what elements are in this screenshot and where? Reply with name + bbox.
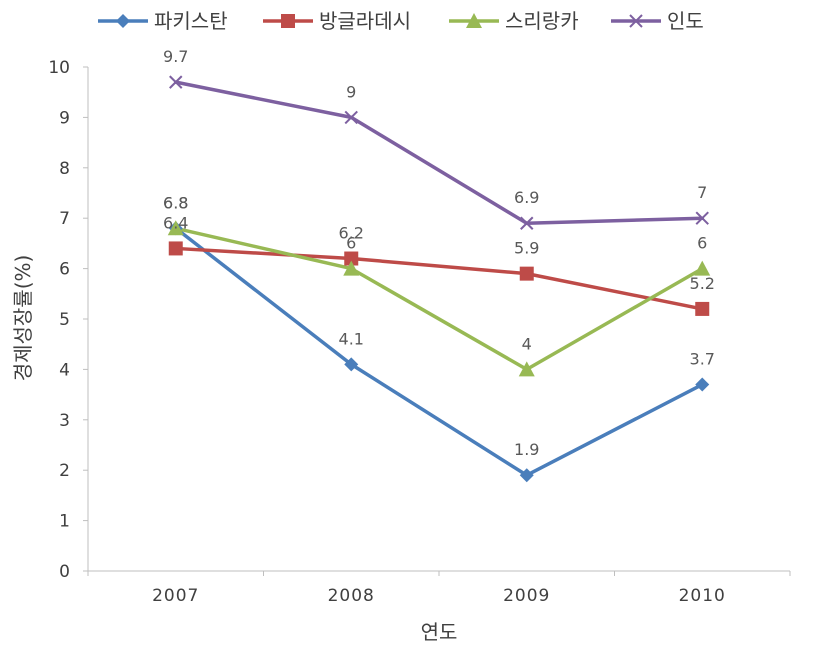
square-marker	[281, 14, 295, 28]
triangle-marker	[343, 260, 360, 276]
legend-item: 인도	[611, 9, 704, 33]
triangle-marker	[518, 361, 535, 377]
x-marker	[695, 211, 709, 225]
data-label: 5.9	[514, 239, 539, 258]
series-line	[174, 246, 704, 311]
x-marker-stroke	[629, 14, 643, 28]
square-marker	[519, 266, 534, 281]
x-axis-title: 연도	[421, 620, 458, 644]
triangle-marker	[167, 220, 184, 236]
y-tick-label: 5	[59, 310, 70, 330]
y-tick-label: 2	[59, 461, 70, 481]
y-tick-label: 8	[59, 159, 70, 179]
y-tick-label: 0	[59, 562, 70, 582]
diamond-marker	[695, 377, 710, 392]
y-tick-label: 4	[59, 360, 70, 380]
x-tick-label: 2008	[328, 586, 375, 606]
legend-label: 파키스탄	[154, 9, 228, 33]
data-label: 4.1	[339, 329, 364, 348]
data-label: 5.2	[690, 274, 715, 293]
data-label: 6.8	[163, 193, 188, 212]
legend-item: 방글라데시	[263, 9, 411, 33]
y-axis-ticks: 0 1 2 3 4 5 6 7 8 9 10	[48, 58, 88, 582]
x-axis-ticks: 2007 2008 2009 2010	[87, 571, 791, 606]
x-marker-stroke	[344, 110, 358, 125]
diamond-marker	[519, 468, 534, 483]
data-label: 6	[697, 234, 707, 253]
y-tick-label: 10	[48, 58, 70, 78]
x-marker	[629, 14, 643, 28]
legend-label: 스리랑카	[505, 9, 579, 33]
y-tick-label: 9	[59, 108, 70, 128]
data-label: 6.2	[339, 224, 364, 243]
x-marker	[169, 75, 183, 89]
data-label: 4	[522, 334, 532, 353]
x-marker-stroke	[520, 216, 534, 230]
series-markers	[167, 75, 711, 483]
data-label: 6.8	[163, 193, 188, 212]
legend-label: 인도	[667, 9, 704, 33]
data-label: 6.4	[163, 213, 188, 232]
diamond-marker	[344, 357, 359, 372]
data-label: 1.9	[514, 440, 539, 459]
y-tick-label: 7	[59, 209, 70, 229]
series-lines	[174, 80, 704, 477]
x-tick-label: 2009	[503, 586, 550, 606]
y-tick-label: 1	[59, 512, 70, 532]
series-line	[174, 226, 704, 372]
series-line	[174, 80, 704, 225]
y-axis-title: 경제성장률(%)	[11, 255, 35, 382]
triangle-marker	[466, 13, 482, 28]
legend-label: 방글라데시	[319, 9, 411, 33]
y-tick-label: 3	[59, 411, 70, 431]
legend-item: 스리랑카	[449, 9, 579, 33]
data-label: 3.7	[690, 350, 715, 369]
x-marker	[520, 216, 534, 230]
data-label: 7	[697, 183, 707, 202]
square-marker	[695, 301, 710, 316]
y-tick-label: 6	[59, 260, 70, 280]
data-label: 9	[346, 82, 356, 101]
triangle-marker	[694, 260, 711, 276]
x-marker-stroke	[169, 75, 183, 89]
x-marker	[344, 110, 358, 125]
square-marker	[344, 251, 359, 266]
series-line	[174, 226, 704, 477]
x-marker-stroke	[695, 211, 709, 225]
data-label: 6	[346, 234, 356, 253]
square-marker	[168, 241, 183, 256]
x-tick-label: 2010	[679, 586, 726, 606]
diamond-marker	[116, 14, 130, 28]
legend: 파키스탄 방글라데시 스리랑카 인도	[98, 9, 704, 33]
data-label: 9.7	[163, 47, 188, 66]
legend-item: 파키스탄	[98, 9, 228, 33]
data-label: 6.9	[514, 188, 539, 207]
x-tick-label: 2007	[152, 586, 199, 606]
